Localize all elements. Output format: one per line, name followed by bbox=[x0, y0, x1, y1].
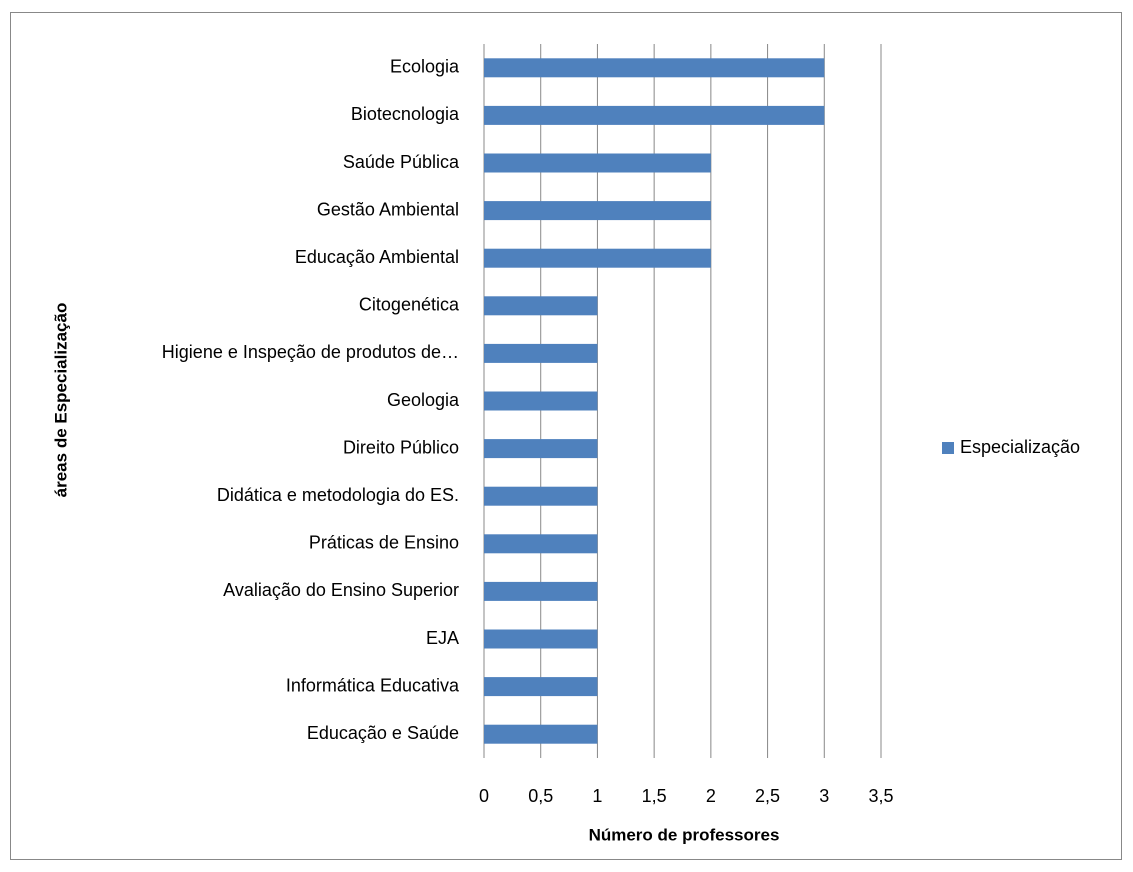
x-tick-label: 1 bbox=[592, 786, 602, 806]
y-axis-title: áreas de Especialização bbox=[51, 303, 70, 498]
bar bbox=[484, 58, 825, 78]
y-tick-label: EJA bbox=[426, 628, 459, 648]
bar bbox=[484, 534, 598, 554]
x-tick-label: 3,5 bbox=[868, 786, 893, 806]
bar bbox=[484, 724, 598, 744]
x-tick-label: 1,5 bbox=[642, 786, 667, 806]
y-tick-label: Biotecnologia bbox=[351, 104, 460, 124]
x-tick-label: 0 bbox=[479, 786, 489, 806]
y-tick-label: Higiene e Inspeção de produtos de… bbox=[162, 342, 459, 362]
x-axis-title: Número de professores bbox=[589, 825, 780, 844]
bar bbox=[484, 153, 711, 173]
y-tick-label: Saúde Pública bbox=[343, 152, 460, 172]
y-tick-label: Educação Ambiental bbox=[295, 247, 459, 267]
y-tick-label: Citogenética bbox=[359, 295, 460, 315]
x-tick-label: 2,5 bbox=[755, 786, 780, 806]
bar bbox=[484, 391, 598, 411]
y-tick-label: Gestão Ambiental bbox=[317, 199, 459, 219]
x-tick-label: 3 bbox=[819, 786, 829, 806]
bar bbox=[484, 105, 825, 125]
bar bbox=[484, 343, 598, 363]
y-tick-label: Avaliação do Ensino Superior bbox=[223, 580, 459, 600]
bar bbox=[484, 296, 598, 316]
bar bbox=[484, 677, 598, 697]
bar bbox=[484, 439, 598, 459]
y-tick-label: Didática e metodologia do ES. bbox=[217, 485, 459, 505]
y-tick-label: Geologia bbox=[387, 390, 460, 410]
legend-swatch bbox=[942, 442, 954, 454]
x-tick-label: 2 bbox=[706, 786, 716, 806]
bar bbox=[484, 486, 598, 506]
y-tick-label: Informática Educativa bbox=[286, 675, 460, 695]
bar bbox=[484, 248, 711, 268]
y-tick-label: Práticas de Ensino bbox=[309, 533, 459, 553]
bar bbox=[484, 201, 711, 221]
y-tick-label: Ecologia bbox=[390, 57, 460, 77]
legend-label: Especialização bbox=[960, 437, 1080, 457]
bar bbox=[484, 629, 598, 649]
y-tick-label: Direito Público bbox=[343, 437, 459, 457]
y-tick-label: Educação e Saúde bbox=[307, 723, 459, 743]
x-tick-label: 0,5 bbox=[528, 786, 553, 806]
bar bbox=[484, 581, 598, 601]
